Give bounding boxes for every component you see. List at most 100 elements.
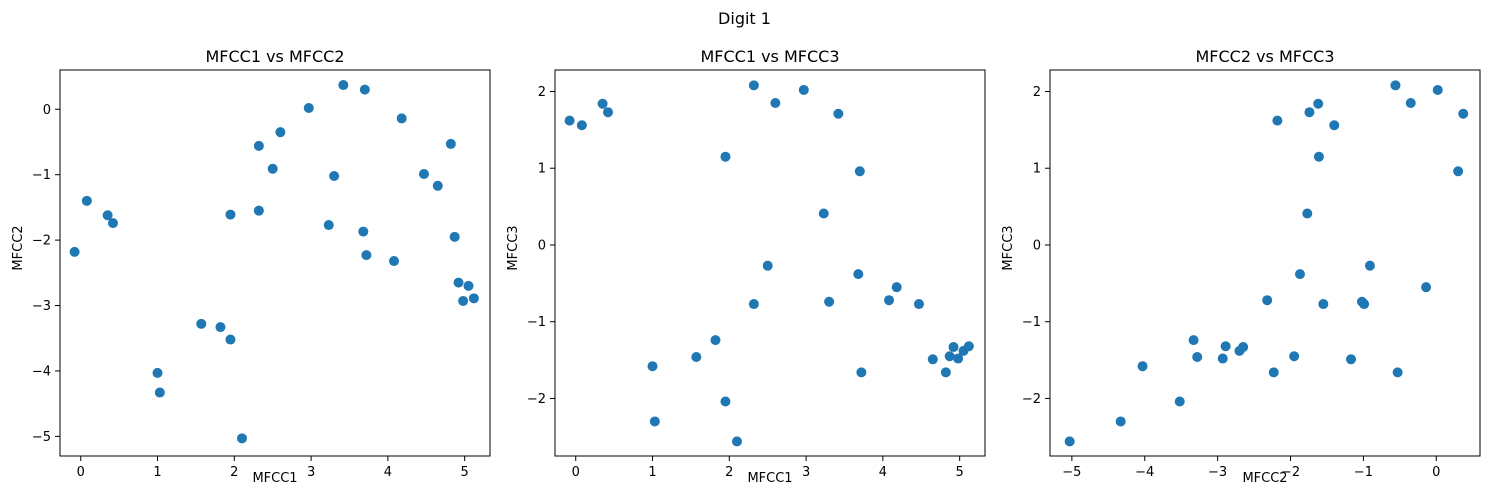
- figure-title: Digit 1: [718, 9, 771, 28]
- y-tick-label: 2: [538, 85, 546, 100]
- data-point: [576, 120, 587, 131]
- x-axis-label: MFCC1: [747, 471, 792, 486]
- data-point: [602, 107, 613, 118]
- data-point: [1302, 208, 1313, 219]
- data-point: [1262, 295, 1273, 306]
- data-point: [267, 163, 278, 174]
- y-tick-label: −4: [32, 364, 51, 379]
- data-point: [215, 322, 226, 333]
- data-point: [225, 334, 236, 345]
- data-point: [1220, 341, 1231, 352]
- data-point: [824, 296, 835, 307]
- subplot-title: MFCC1 vs MFCC2: [205, 47, 344, 66]
- data-point: [913, 299, 924, 310]
- data-point: [748, 80, 759, 91]
- x-axis-label: MFCC2: [1242, 471, 1287, 486]
- data-point: [196, 318, 207, 329]
- data-point: [1192, 352, 1203, 363]
- data-point: [1272, 115, 1283, 126]
- y-axis-label: MFCC3: [1001, 225, 1016, 270]
- subplot-2: MFCC1 vs MFCC3 MFCC1 MFCC3 0 1 2 3 4 5 −2 −1 0 1 2: [506, 47, 986, 486]
- data-point: [963, 341, 974, 352]
- subplot-title: MFCC1 vs MFCC3: [700, 47, 839, 66]
- y-tick-label: −2: [527, 392, 546, 407]
- data-point: [152, 367, 163, 378]
- axes-frame: [59, 69, 491, 457]
- data-point: [359, 84, 370, 95]
- data-point: [1313, 98, 1324, 109]
- data-point: [1174, 396, 1185, 407]
- data-point: [1346, 354, 1356, 365]
- data-point: [303, 102, 314, 113]
- data-point: [1268, 367, 1279, 378]
- data-point: [649, 416, 660, 427]
- data-point: [770, 97, 781, 108]
- x-axis-label: MFCC1: [252, 471, 297, 486]
- data-point: [154, 387, 165, 398]
- axes-frame: [554, 69, 986, 457]
- data-point: [731, 436, 742, 447]
- data-point: [418, 169, 429, 180]
- y-tick-label: 2: [1033, 85, 1041, 100]
- x-tick-label: 0: [572, 465, 580, 480]
- data-point: [1453, 166, 1464, 177]
- data-point: [1217, 353, 1228, 364]
- data-point: [1405, 97, 1416, 108]
- x-tick-label: −1: [1354, 465, 1373, 480]
- x-tick-label: 2: [230, 465, 238, 480]
- data-point: [468, 293, 479, 304]
- data-point: [323, 220, 334, 231]
- data-point: [953, 353, 964, 364]
- data-point: [647, 361, 658, 372]
- data-point: [1115, 416, 1126, 427]
- y-tick-label: −5: [32, 430, 51, 445]
- y-tick-label: 0: [538, 238, 546, 253]
- data-point: [720, 151, 731, 162]
- data-point: [940, 367, 951, 378]
- data-point: [1432, 84, 1443, 95]
- data-point: [396, 113, 407, 124]
- data-point: [1421, 282, 1432, 293]
- x-tick-label: 5: [461, 465, 469, 480]
- x-tick-label: 3: [307, 465, 315, 480]
- data-point: [432, 180, 443, 191]
- x-tick-label: 2: [725, 465, 733, 480]
- x-tick-label: 4: [879, 465, 887, 480]
- data-point: [854, 166, 865, 177]
- data-point: [358, 226, 369, 237]
- x-tick-label: 4: [384, 465, 392, 480]
- plot-area: 0 1 2 3 4 5 −5 −4 −3 −2 −1 0: [32, 69, 491, 480]
- data-point: [1390, 80, 1401, 91]
- data-point: [853, 269, 864, 280]
- data-point: [597, 98, 608, 109]
- data-point: [1064, 436, 1075, 447]
- data-point: [1289, 351, 1300, 362]
- data-point: [236, 433, 247, 444]
- data-point: [856, 367, 867, 378]
- data-point: [253, 140, 264, 151]
- data-point: [1313, 151, 1324, 162]
- data-point: [463, 280, 474, 291]
- y-tick-label: −2: [1022, 392, 1041, 407]
- data-point: [225, 209, 236, 220]
- data-point: [329, 170, 340, 181]
- data-point: [833, 108, 844, 119]
- data-point: [710, 335, 721, 346]
- data-point: [927, 354, 938, 365]
- x-tick-label: 3: [802, 465, 810, 480]
- data-point: [564, 115, 575, 126]
- data-point: [102, 210, 113, 221]
- data-point: [107, 218, 118, 229]
- y-tick-label: 1: [1033, 162, 1041, 177]
- data-point: [818, 208, 829, 219]
- x-tick-label: −5: [1062, 465, 1081, 480]
- plot-area: 0 1 2 3 4 5 −2 −1 0 1 2: [527, 69, 986, 480]
- subplot-3: MFCC2 vs MFCC3 MFCC2 MFCC3 −5 −4 −3 −2 −1 0 −2…: [1001, 47, 1481, 486]
- data-point: [1294, 269, 1305, 280]
- subplot-title: MFCC2 vs MFCC3: [1195, 47, 1334, 66]
- y-tick-label: −2: [32, 234, 51, 249]
- data-point: [1329, 120, 1340, 131]
- x-tick-label: 1: [153, 465, 161, 480]
- data-point: [458, 295, 469, 306]
